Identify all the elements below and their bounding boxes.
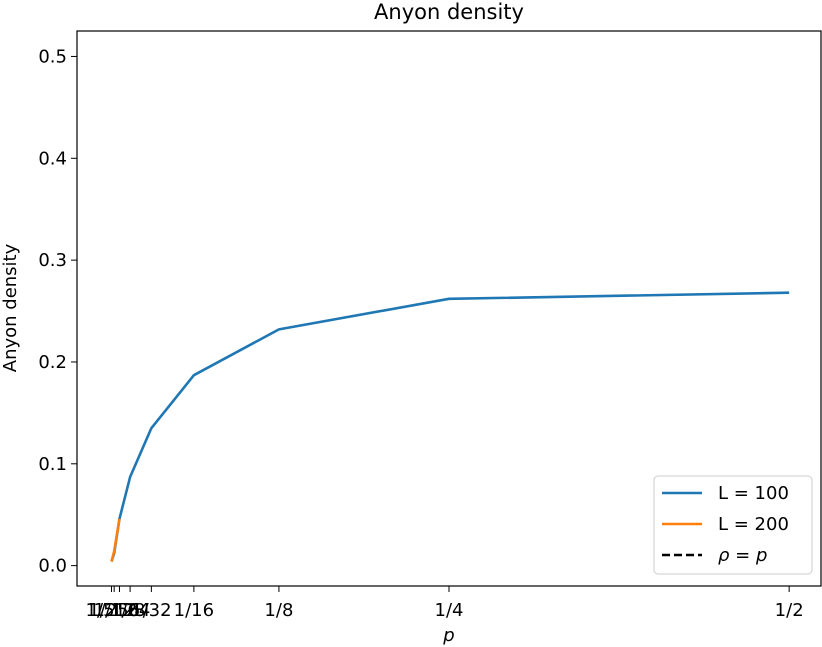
chart-title: Anyon density: [374, 0, 524, 24]
y-tick-label: 0.1: [38, 454, 67, 475]
legend-label: ρ = p: [718, 545, 767, 566]
legend-label: L = 100: [718, 483, 789, 504]
x-tick-label: 1/128: [94, 600, 146, 621]
x-axis-label: p: [442, 625, 454, 646]
y-tick-label: 0.5: [38, 46, 67, 67]
y-tick-label: 0.4: [38, 148, 67, 169]
legend-box: [653, 475, 813, 575]
x-tick-label: 1/512: [86, 600, 138, 621]
series-line-2: [110, 518, 121, 562]
y-axis: 0.0 0.1 0.2 0.3 0.4 0.5: [38, 46, 77, 577]
legend-label: L = 200: [718, 514, 789, 535]
plot-area: [110, 291, 790, 562]
legend: L = 100 L = 200 ρ = p: [653, 475, 813, 575]
y-tick-label: 0.0: [38, 556, 67, 577]
x-tick-label: 1/32: [131, 600, 171, 621]
x-tick-label: 1/2: [775, 600, 804, 621]
x-tick-label: 1/16: [174, 600, 214, 621]
y-tick-label: 0.3: [38, 250, 67, 271]
y-tick-label: 0.2: [38, 352, 67, 373]
x-tick-label: 1/8: [264, 600, 293, 621]
x-tick-label: 1/4: [435, 600, 464, 621]
x-tick-label: 1/64: [110, 600, 150, 621]
x-tick-label: 1/256: [88, 600, 140, 621]
y-axis-label: Anyon density: [0, 243, 21, 372]
